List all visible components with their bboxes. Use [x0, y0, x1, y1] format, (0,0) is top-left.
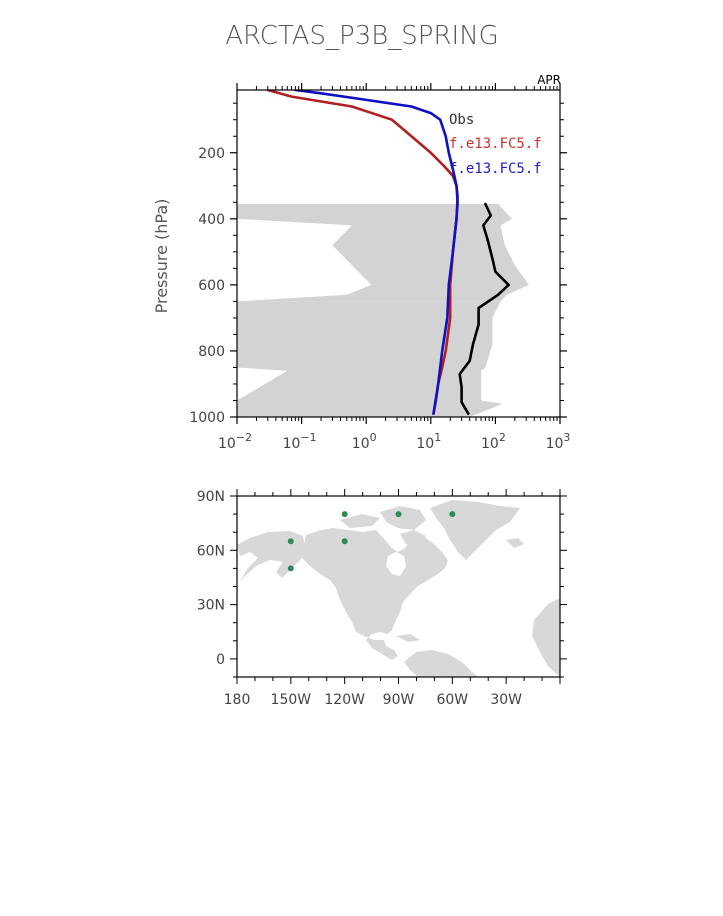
land-africa: [532, 598, 560, 677]
land-arctic-islands-2: [380, 506, 426, 530]
profile-frame: [236, 89, 561, 418]
lon-tick-label: 90W: [383, 692, 415, 708]
obs-range-band: [237, 204, 529, 417]
obs-range-segment-0: [237, 204, 529, 302]
land-south-america: [404, 650, 478, 677]
model-blue-profile-line: [293, 90, 459, 416]
x-tick-label: 101: [416, 431, 441, 452]
legend-entry-model-blue: f.e13.FC5.f: [449, 161, 542, 177]
profile-axes: 10−2 10−1 100 101 102 103 200 400 600 800 1000: [189, 83, 570, 452]
lat-tick-label: 60N: [197, 543, 225, 559]
lon-tick-label: 180: [224, 692, 251, 708]
obs-range-segment-1: [237, 301, 501, 401]
site-marker-5: [449, 511, 456, 518]
x-tick-label: 100: [352, 431, 377, 452]
y-tick-label: 400: [198, 212, 225, 228]
y-tick-label: 200: [198, 146, 225, 162]
land-alaska: [237, 531, 306, 582]
month-label: APR: [537, 73, 561, 87]
profile-chart: 10−2 10−1 100 101 102 103 200 400 600 800 1000 APR…: [152, 73, 570, 452]
lon-tick-label: 60W: [436, 692, 468, 708]
land-cuba: [396, 634, 420, 642]
lon-tick-label: 30W: [490, 692, 522, 708]
site-marker-2: [341, 511, 348, 518]
site-marker-3: [341, 538, 348, 545]
y-tick-label: 1000: [189, 410, 225, 426]
legend-entry-model-red: f.e13.FC5.f: [449, 136, 542, 152]
site-marker-4: [395, 511, 402, 518]
obs-profile-line: [458, 202, 510, 416]
x-tick-label: 10−2: [218, 431, 252, 452]
x-tick-label: 10−1: [283, 431, 317, 452]
land-north-america: [302, 528, 448, 660]
lon-tick-label: 120W: [324, 692, 365, 708]
lat-tick-label: 90N: [197, 489, 225, 505]
land-hudson-bay: [386, 552, 406, 576]
site-marker-0: [287, 538, 294, 545]
land-arctic-islands-1: [340, 514, 380, 528]
legend: Obs f.e13.FC5.f f.e13.FC5.f: [449, 112, 542, 177]
lat-tick-label: 0: [216, 652, 225, 668]
x-tick-label: 103: [546, 431, 571, 452]
y-tick-label: 600: [198, 278, 225, 294]
y-axis-label: Pressure (hPa): [152, 199, 171, 314]
map-markers: [287, 511, 456, 572]
lat-tick-label: 30N: [197, 598, 225, 614]
legend-entry-obs: Obs: [449, 112, 474, 128]
figure-title: ARCTAS_P3B_SPRING: [225, 21, 499, 51]
site-marker-1: [287, 565, 294, 572]
lon-tick-label: 150W: [271, 692, 312, 708]
land-greenland: [430, 500, 520, 560]
map-axes: 180 150W 120W 90W 60W 30W 90N 60N 30N 0: [197, 489, 567, 708]
land-arctic-islands-3: [400, 530, 426, 546]
series-lines: [266, 90, 510, 416]
location-map: 180 150W 120W 90W 60W 30W 90N 60N 30N 0: [197, 489, 567, 708]
landmasses: [237, 500, 560, 677]
land-iceland: [506, 538, 524, 548]
x-tick-label: 102: [481, 431, 506, 452]
y-tick-label: 800: [198, 344, 225, 360]
